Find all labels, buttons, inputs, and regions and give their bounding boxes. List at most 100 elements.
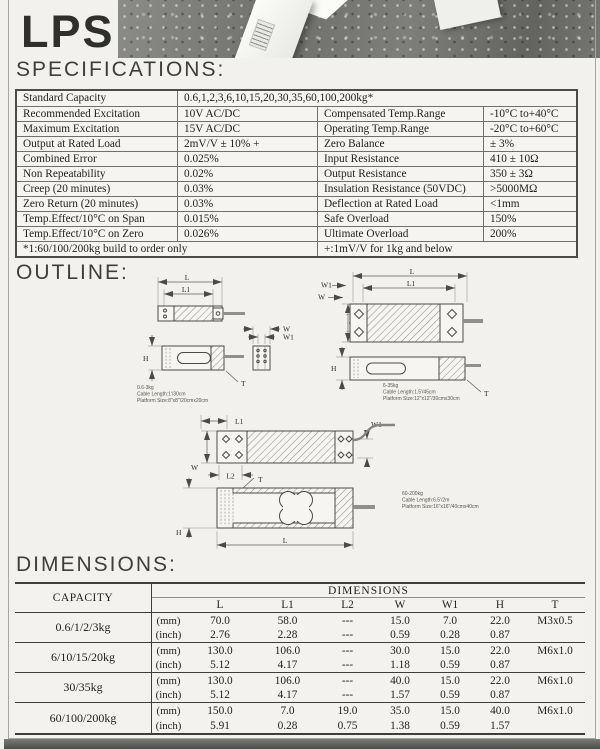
dim-value: 0.87	[475, 688, 525, 703]
spec-label: Ultimate Overload	[317, 226, 483, 241]
dim-value: 19.0	[337, 704, 358, 717]
dim-label-h: H	[143, 354, 149, 363]
dim-value: 0.59	[375, 628, 425, 643]
outline-drawing-small: L L1 W W1	[137, 273, 294, 404]
spec-value: >5000MΩ	[483, 181, 576, 196]
dim-value: 1.57	[490, 719, 510, 732]
spec-value: 0.026%	[177, 226, 317, 241]
dim-value: 0.75	[337, 719, 358, 732]
column-header-t: T	[525, 598, 585, 613]
dim-value: 5.12	[185, 688, 255, 703]
dim-value: 4.17	[255, 688, 320, 703]
dim-value: 15.0	[440, 644, 460, 657]
dim-value	[525, 658, 585, 673]
dim-value: M6x1.0	[537, 644, 573, 657]
dimensions-table: CAPACITY DIMENSIONS L L1 L2 W W1 H T 0.6…	[15, 582, 585, 735]
spec-value: 0.03%	[177, 181, 317, 196]
dim-value: 15.0	[440, 674, 460, 687]
dim-value: 22.0	[490, 614, 510, 627]
dim-value: 15.0	[390, 614, 410, 627]
dim-value: ---	[320, 688, 375, 703]
spec-value: -20°C to+60°C	[483, 121, 576, 136]
product-photo	[118, 0, 600, 58]
dim-label-t: T	[484, 389, 489, 398]
dim-label-w: W	[283, 325, 291, 334]
dim-value: 70.0	[210, 614, 230, 627]
spec-label: Compensated Temp.Range	[317, 106, 483, 121]
capacity-cell: 30/35kg	[15, 673, 152, 703]
spec-value: 10V AC/DC	[177, 106, 317, 121]
spec-label: Standard Capacity	[23, 92, 107, 104]
dim-value	[525, 688, 585, 703]
dim-value: ---	[320, 628, 375, 643]
drawing-caption: Cable Length:1'/30cm	[137, 392, 186, 398]
drawing-caption: Platform Size:8"x8"/20cmx20cm	[137, 398, 208, 404]
spec-value: 2mV/V ± 10% +	[177, 136, 317, 151]
drawing-caption: 6-35kg	[383, 383, 399, 389]
spec-label: Deflection at Rated Load	[317, 196, 483, 211]
dim-value: 40.0	[490, 704, 510, 717]
column-header-h: H	[475, 598, 525, 613]
spec-value: 0.015%	[177, 211, 317, 226]
dim-value: 35.0	[390, 704, 410, 717]
dim-value: 7.0	[280, 704, 295, 717]
spec-label: Zero Balance	[317, 136, 483, 151]
spec-footnote-right: +:1mV/V for 1kg and below	[317, 241, 576, 256]
dim-value: 130.0	[207, 674, 233, 687]
column-header-l1: L1	[255, 598, 320, 613]
spec-value: -10°C to+40°C	[483, 106, 576, 121]
dim-label-w1: W1	[321, 281, 332, 290]
unit-cell: (inch)	[152, 688, 185, 703]
unit-cell: (inch)	[152, 628, 185, 643]
dim-label-l1: L1	[182, 285, 191, 294]
dim-value: 1.57	[375, 688, 425, 703]
dim-value: 58.0	[277, 614, 298, 627]
dimensions-heading: DIMENSIONS:	[16, 553, 177, 576]
dimensions-column-header: DIMENSIONS	[152, 584, 585, 598]
dim-value	[525, 628, 585, 643]
dim-value: 0.28	[277, 719, 298, 732]
outline-heading: OUTLINE:	[16, 261, 129, 284]
dim-label-w1: W1	[283, 333, 294, 342]
spec-label: Recommended Excitation	[17, 106, 177, 121]
spec-label: Temp.Effect/10°C on Zero	[17, 226, 177, 241]
capacity-cell: 0.6/1/2/3kg	[15, 613, 152, 643]
specifications-table: Standard Capacity 0.6,1,2,3,6,10,15,20,3…	[15, 89, 578, 258]
column-header-w: W	[375, 598, 425, 613]
dim-value: 1.18	[375, 658, 425, 673]
spec-label: Creep (20 minutes)	[17, 181, 177, 196]
dim-value: 22.0	[490, 674, 510, 687]
spec-footnote-left: *1:60/100/200kg build to order only	[17, 241, 317, 256]
spec-label: Output at Rated Load	[17, 136, 177, 151]
load-cell-body	[232, 0, 314, 58]
outline-drawing-medium: L L1 W1 W H	[318, 268, 489, 402]
dim-label-t: T	[241, 379, 246, 388]
dim-value: ---	[320, 658, 375, 673]
spec-value: 0.6,1,2,3,6,10,15,20,30,35,60,100,200kg*	[177, 91, 576, 106]
dim-value: 0.87	[475, 658, 525, 673]
dim-label-h: H	[331, 364, 337, 373]
dim-value: ---	[341, 674, 354, 687]
spec-label: Maximum Excitation	[17, 121, 177, 136]
product-series-title: LPS	[21, 6, 115, 57]
dim-value: 2.28	[255, 628, 320, 643]
capacity-cell: 6/10/15/20kg	[15, 643, 152, 673]
spec-value: 0.03%	[177, 196, 317, 211]
dim-value: 0.59	[425, 688, 475, 703]
drawing-caption: Cable Length:1.5'/45cm	[383, 390, 436, 396]
dim-label-l1: L1	[407, 279, 416, 288]
unit-cell: (inch)	[152, 658, 185, 673]
dim-value: 4.17	[255, 658, 320, 673]
unit-cell: (mm)	[156, 704, 181, 717]
dim-value: 106.0	[274, 674, 301, 687]
spec-value: 0.025%	[177, 151, 317, 166]
dim-value: 150.0	[207, 704, 233, 717]
background-block	[432, 0, 502, 31]
spec-value: 410 ± 10Ω	[483, 151, 576, 166]
dim-value: 30.0	[390, 644, 410, 657]
drawing-caption: 60-200kg	[402, 491, 423, 497]
dim-value: 7.0	[442, 614, 458, 627]
specifications-heading: SPECIFICATIONS:	[16, 58, 226, 81]
spec-label: Safe Overload	[317, 211, 483, 226]
spec-label: Operating Temp.Range	[317, 121, 483, 136]
